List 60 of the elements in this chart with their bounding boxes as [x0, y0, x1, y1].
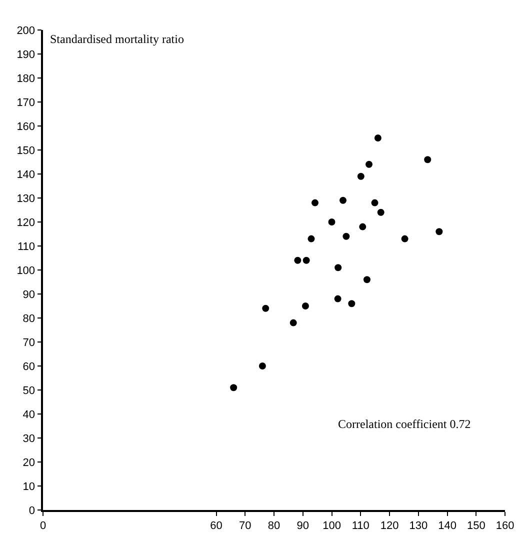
y-tick-label: 40: [22, 408, 36, 421]
point: [371, 199, 378, 206]
y-tick-label: 170: [16, 96, 36, 109]
y-tick-label: 150: [16, 144, 36, 157]
point: [262, 304, 270, 312]
x-tick-label: 100: [322, 520, 341, 532]
point: [328, 218, 336, 226]
x-tick-label: 70: [239, 520, 252, 532]
y-tick-label: 70: [22, 336, 36, 349]
y-tick-label: 190: [16, 48, 36, 61]
point: [374, 134, 382, 142]
point: [348, 300, 356, 308]
y-tick-label: 130: [16, 192, 36, 205]
y-tick-label: 110: [18, 240, 36, 253]
y-axis-title: Standardised mortality ratio: [50, 32, 184, 46]
point: [334, 264, 342, 272]
x-tick-label: 160: [496, 520, 514, 532]
point: [363, 276, 370, 284]
y-tick-label: 10: [22, 480, 36, 493]
x-tick-label: 130: [409, 520, 428, 532]
point: [436, 228, 443, 236]
y-tick-label: 30: [22, 432, 36, 445]
point: [302, 256, 310, 264]
y-tick-label: 0: [28, 504, 36, 517]
point: [258, 362, 266, 370]
point: [334, 295, 342, 302]
y-tick-label: 180: [16, 72, 36, 85]
point: [290, 319, 297, 326]
annotation: Correlation coefficient 0.72: [338, 417, 471, 431]
y-tick-label: 50: [22, 384, 36, 397]
x-tick-label: 0: [40, 520, 46, 532]
point: [230, 384, 238, 392]
y-tick-label: 160: [16, 120, 36, 133]
point: [377, 208, 384, 216]
point: [424, 156, 432, 164]
x-tick-label: 150: [466, 520, 486, 532]
x-tick-label: 90: [296, 520, 310, 532]
point: [357, 172, 364, 180]
y-tick-label: 80: [22, 312, 36, 325]
x-tick-label: 110: [352, 520, 370, 532]
y-tick-label: 120: [16, 216, 36, 229]
x-tick-label: 80: [268, 520, 280, 532]
x-tick-label: 120: [380, 520, 399, 532]
point: [294, 256, 302, 264]
point: [401, 235, 408, 242]
x-tick-label: 60: [210, 520, 222, 532]
point: [312, 199, 318, 206]
point: [359, 223, 366, 230]
point: [342, 232, 350, 240]
y-tick-label: 200: [16, 24, 36, 37]
point: [340, 196, 347, 204]
x-tick-label: 140: [438, 520, 456, 532]
point: [308, 235, 315, 242]
y-tick-label: 90: [22, 288, 36, 301]
y-tick-label: 100: [16, 264, 36, 277]
y-tick-label: 60: [22, 360, 36, 373]
point: [366, 160, 372, 168]
y-tick-label: 20: [22, 456, 36, 469]
point: [302, 302, 309, 310]
y-tick-label: 140: [16, 168, 36, 181]
